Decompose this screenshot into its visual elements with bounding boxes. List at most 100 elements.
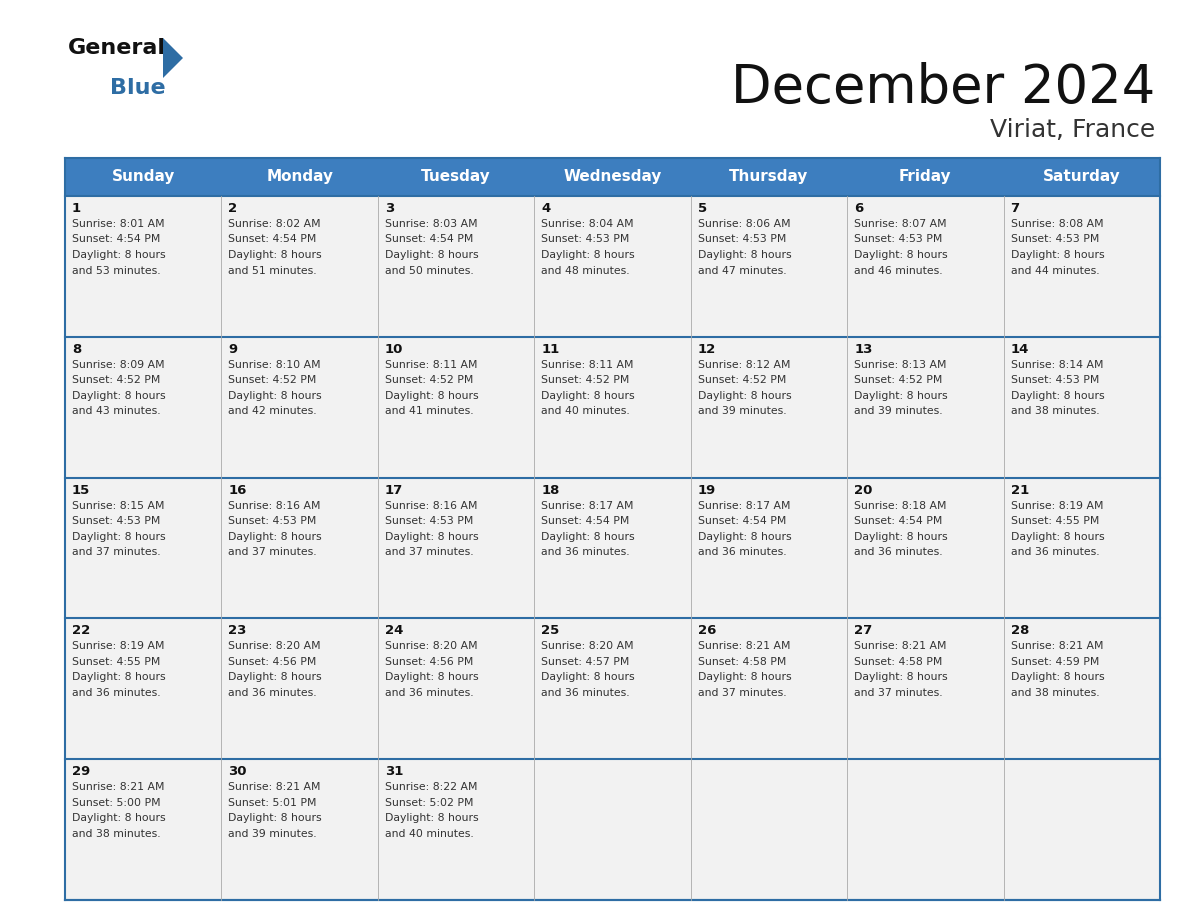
Text: and 36 minutes.: and 36 minutes. — [1011, 547, 1099, 557]
Bar — [690, 477, 847, 619]
Text: 11: 11 — [542, 342, 560, 356]
Text: Sunrise: 8:02 AM: Sunrise: 8:02 AM — [228, 219, 321, 229]
Text: 9: 9 — [228, 342, 238, 356]
Text: Daylight: 8 hours: Daylight: 8 hours — [854, 250, 948, 260]
Text: 2: 2 — [228, 202, 238, 215]
Text: Sunset: 4:53 PM: Sunset: 4:53 PM — [854, 234, 942, 244]
Text: and 51 minutes.: and 51 minutes. — [228, 265, 317, 275]
Text: Sunrise: 8:10 AM: Sunrise: 8:10 AM — [228, 360, 321, 370]
Text: Sunset: 4:52 PM: Sunset: 4:52 PM — [697, 375, 786, 386]
Text: Sunrise: 8:18 AM: Sunrise: 8:18 AM — [854, 500, 947, 510]
Bar — [690, 759, 847, 900]
Text: Sunrise: 8:15 AM: Sunrise: 8:15 AM — [72, 500, 164, 510]
Bar — [221, 337, 378, 477]
Text: 10: 10 — [385, 342, 403, 356]
Text: Sunset: 4:52 PM: Sunset: 4:52 PM — [385, 375, 473, 386]
Text: Sunset: 4:53 PM: Sunset: 4:53 PM — [385, 516, 473, 526]
Text: Viriat, France: Viriat, France — [990, 118, 1155, 142]
Bar — [378, 759, 535, 900]
Text: Sunset: 4:53 PM: Sunset: 4:53 PM — [697, 234, 786, 244]
Bar — [65, 477, 221, 619]
Text: Daylight: 8 hours: Daylight: 8 hours — [854, 391, 948, 401]
Text: Daylight: 8 hours: Daylight: 8 hours — [697, 391, 791, 401]
Text: Daylight: 8 hours: Daylight: 8 hours — [1011, 391, 1104, 401]
Text: 14: 14 — [1011, 342, 1029, 356]
Text: Sunset: 5:00 PM: Sunset: 5:00 PM — [72, 798, 160, 808]
Text: Sunrise: 8:08 AM: Sunrise: 8:08 AM — [1011, 219, 1104, 229]
Text: General: General — [68, 38, 166, 58]
Text: 22: 22 — [72, 624, 90, 637]
Text: Sunset: 4:57 PM: Sunset: 4:57 PM — [542, 657, 630, 666]
Text: 18: 18 — [542, 484, 560, 497]
Text: Sunrise: 8:21 AM: Sunrise: 8:21 AM — [697, 642, 790, 652]
Text: and 38 minutes.: and 38 minutes. — [72, 829, 160, 839]
Text: 24: 24 — [385, 624, 403, 637]
Bar — [1004, 337, 1159, 477]
Text: Sunrise: 8:20 AM: Sunrise: 8:20 AM — [542, 642, 634, 652]
Text: and 42 minutes.: and 42 minutes. — [228, 407, 317, 416]
Text: Sunrise: 8:21 AM: Sunrise: 8:21 AM — [72, 782, 164, 792]
Text: Wednesday: Wednesday — [563, 170, 662, 185]
Text: Daylight: 8 hours: Daylight: 8 hours — [385, 532, 479, 542]
Text: Sunset: 4:58 PM: Sunset: 4:58 PM — [854, 657, 942, 666]
Text: Sunset: 4:54 PM: Sunset: 4:54 PM — [854, 516, 942, 526]
Text: and 36 minutes.: and 36 minutes. — [228, 688, 317, 698]
Bar — [847, 477, 1004, 619]
Text: Sunset: 4:59 PM: Sunset: 4:59 PM — [1011, 657, 1099, 666]
Text: 21: 21 — [1011, 484, 1029, 497]
Text: 8: 8 — [72, 342, 81, 356]
Text: Sunset: 4:53 PM: Sunset: 4:53 PM — [228, 516, 317, 526]
Text: Sunrise: 8:21 AM: Sunrise: 8:21 AM — [1011, 642, 1104, 652]
Text: Monday: Monday — [266, 170, 333, 185]
Text: and 48 minutes.: and 48 minutes. — [542, 265, 630, 275]
Bar — [535, 477, 690, 619]
Text: Sunset: 4:54 PM: Sunset: 4:54 PM — [72, 234, 160, 244]
Text: and 39 minutes.: and 39 minutes. — [697, 407, 786, 416]
Text: and 39 minutes.: and 39 minutes. — [228, 829, 317, 839]
Bar — [847, 619, 1004, 759]
Text: Sunrise: 8:21 AM: Sunrise: 8:21 AM — [854, 642, 947, 652]
Text: Sunset: 4:52 PM: Sunset: 4:52 PM — [854, 375, 942, 386]
Bar — [65, 196, 221, 337]
Text: Sunset: 5:01 PM: Sunset: 5:01 PM — [228, 798, 317, 808]
Text: Sunset: 4:55 PM: Sunset: 4:55 PM — [72, 657, 160, 666]
Text: Sunset: 4:54 PM: Sunset: 4:54 PM — [228, 234, 317, 244]
Bar — [847, 337, 1004, 477]
Text: and 40 minutes.: and 40 minutes. — [542, 407, 630, 416]
Text: Sunset: 4:52 PM: Sunset: 4:52 PM — [542, 375, 630, 386]
Text: Sunrise: 8:17 AM: Sunrise: 8:17 AM — [542, 500, 633, 510]
Bar — [65, 619, 221, 759]
Text: and 39 minutes.: and 39 minutes. — [854, 407, 943, 416]
Text: Blue: Blue — [110, 78, 165, 98]
Text: Daylight: 8 hours: Daylight: 8 hours — [72, 672, 165, 682]
Text: Daylight: 8 hours: Daylight: 8 hours — [72, 391, 165, 401]
Text: and 36 minutes.: and 36 minutes. — [542, 547, 630, 557]
Text: Daylight: 8 hours: Daylight: 8 hours — [542, 532, 634, 542]
Text: Daylight: 8 hours: Daylight: 8 hours — [228, 532, 322, 542]
Text: Sunrise: 8:16 AM: Sunrise: 8:16 AM — [385, 500, 478, 510]
Polygon shape — [163, 38, 183, 78]
Text: Daylight: 8 hours: Daylight: 8 hours — [385, 250, 479, 260]
Text: and 40 minutes.: and 40 minutes. — [385, 829, 474, 839]
Text: 26: 26 — [697, 624, 716, 637]
Text: Sunrise: 8:17 AM: Sunrise: 8:17 AM — [697, 500, 790, 510]
Text: and 36 minutes.: and 36 minutes. — [854, 547, 943, 557]
Text: Sunrise: 8:11 AM: Sunrise: 8:11 AM — [385, 360, 478, 370]
Text: Daylight: 8 hours: Daylight: 8 hours — [228, 813, 322, 823]
Text: Sunrise: 8:19 AM: Sunrise: 8:19 AM — [72, 642, 164, 652]
Text: 12: 12 — [697, 342, 716, 356]
Text: Sunrise: 8:20 AM: Sunrise: 8:20 AM — [228, 642, 321, 652]
Text: 28: 28 — [1011, 624, 1029, 637]
Text: and 37 minutes.: and 37 minutes. — [854, 688, 943, 698]
Text: Sunrise: 8:22 AM: Sunrise: 8:22 AM — [385, 782, 478, 792]
Text: 30: 30 — [228, 766, 247, 778]
Text: 6: 6 — [854, 202, 864, 215]
Text: Sunrise: 8:13 AM: Sunrise: 8:13 AM — [854, 360, 947, 370]
Text: Saturday: Saturday — [1043, 170, 1120, 185]
Text: Daylight: 8 hours: Daylight: 8 hours — [1011, 672, 1104, 682]
Text: Sunrise: 8:04 AM: Sunrise: 8:04 AM — [542, 219, 634, 229]
Bar — [221, 759, 378, 900]
Text: Daylight: 8 hours: Daylight: 8 hours — [385, 391, 479, 401]
Text: Daylight: 8 hours: Daylight: 8 hours — [385, 813, 479, 823]
Text: Sunset: 4:55 PM: Sunset: 4:55 PM — [1011, 516, 1099, 526]
